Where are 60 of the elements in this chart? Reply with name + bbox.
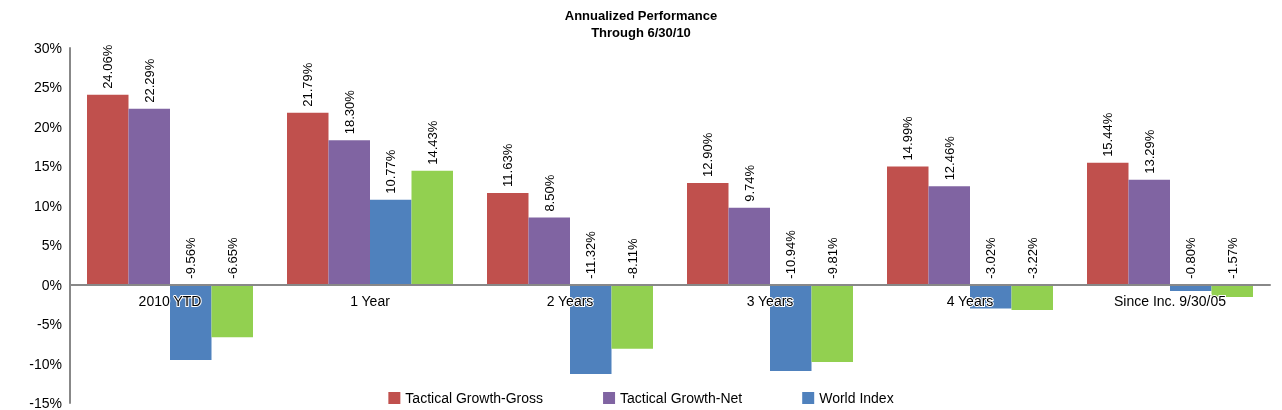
- bar: [528, 217, 570, 285]
- bar: [287, 112, 329, 285]
- y-tick-label: 25%: [33, 79, 62, 96]
- bar: [728, 207, 770, 285]
- data-label: -9.56%: [183, 237, 199, 279]
- x-tick-label: 1 Year: [350, 293, 391, 310]
- bar: [87, 94, 129, 285]
- bar: [487, 192, 529, 285]
- x-tick-label: 2010 YTD: [138, 293, 202, 310]
- data-label: 14.99%: [900, 115, 916, 161]
- data-label: 22.29%: [141, 58, 157, 103]
- y-tick-label: -15%: [29, 395, 62, 410]
- chart-title: Annualized Performance Through 6/30/10: [564, 8, 718, 40]
- data-label: 12.90%: [700, 132, 716, 177]
- data-label: -3.02%: [983, 237, 999, 279]
- y-tick-label: -5%: [37, 316, 62, 333]
- data-label: -1.57%: [1224, 237, 1240, 279]
- data-label: -8.11%: [624, 238, 640, 279]
- bar: [1087, 162, 1129, 285]
- data-label: -9.81%: [824, 237, 840, 279]
- y-tick-label: -10%: [29, 355, 62, 372]
- data-label: 18.30%: [341, 89, 357, 135]
- data-label: -0.80%: [1183, 237, 1199, 279]
- data-label: -11.32%: [583, 230, 599, 279]
- data-label: -10.94%: [783, 229, 799, 279]
- data-label: 15.44%: [1100, 112, 1116, 157]
- data-label: 13.29%: [1141, 129, 1157, 174]
- data-label: 21.79%: [300, 62, 316, 107]
- legend-label: Tactical Growth-Gross: [405, 390, 544, 406]
- bar: [328, 140, 370, 285]
- bar: [211, 284, 253, 338]
- bar: [811, 284, 853, 363]
- legend-label: World Index: [819, 390, 894, 406]
- data-label: -3.22%: [1024, 237, 1040, 279]
- bar: [687, 182, 729, 285]
- data-label: 10.77%: [383, 149, 399, 194]
- data-label: 24.06%: [100, 44, 116, 89]
- y-tick-label: 5%: [41, 237, 62, 254]
- bar: [928, 186, 970, 285]
- bar: [170, 284, 212, 361]
- bar: [128, 108, 170, 285]
- data-label: -6.65%: [224, 237, 240, 279]
- data-label: 14.43%: [424, 120, 440, 165]
- data-label: 11.63%: [500, 143, 516, 187]
- bar: [1011, 284, 1053, 311]
- y-tick-label: 30%: [33, 40, 62, 56]
- y-tick-label: 15%: [33, 158, 62, 175]
- bar: [1128, 179, 1170, 285]
- legend-label: Tactical Growth-Net: [620, 390, 743, 406]
- bar: [611, 284, 653, 349]
- data-label: 8.50%: [541, 174, 557, 212]
- bar: [887, 166, 929, 285]
- bar: [370, 199, 412, 285]
- y-tick-label: 10%: [33, 197, 62, 214]
- data-label: 12.46%: [941, 135, 957, 181]
- bar: [411, 170, 453, 285]
- x-tick-label: Since Inc. 9/30/05: [1113, 293, 1227, 310]
- y-tick-label: 0%: [41, 276, 62, 293]
- data-label: 9.74%: [741, 164, 757, 202]
- y-tick-label: 20%: [33, 118, 62, 135]
